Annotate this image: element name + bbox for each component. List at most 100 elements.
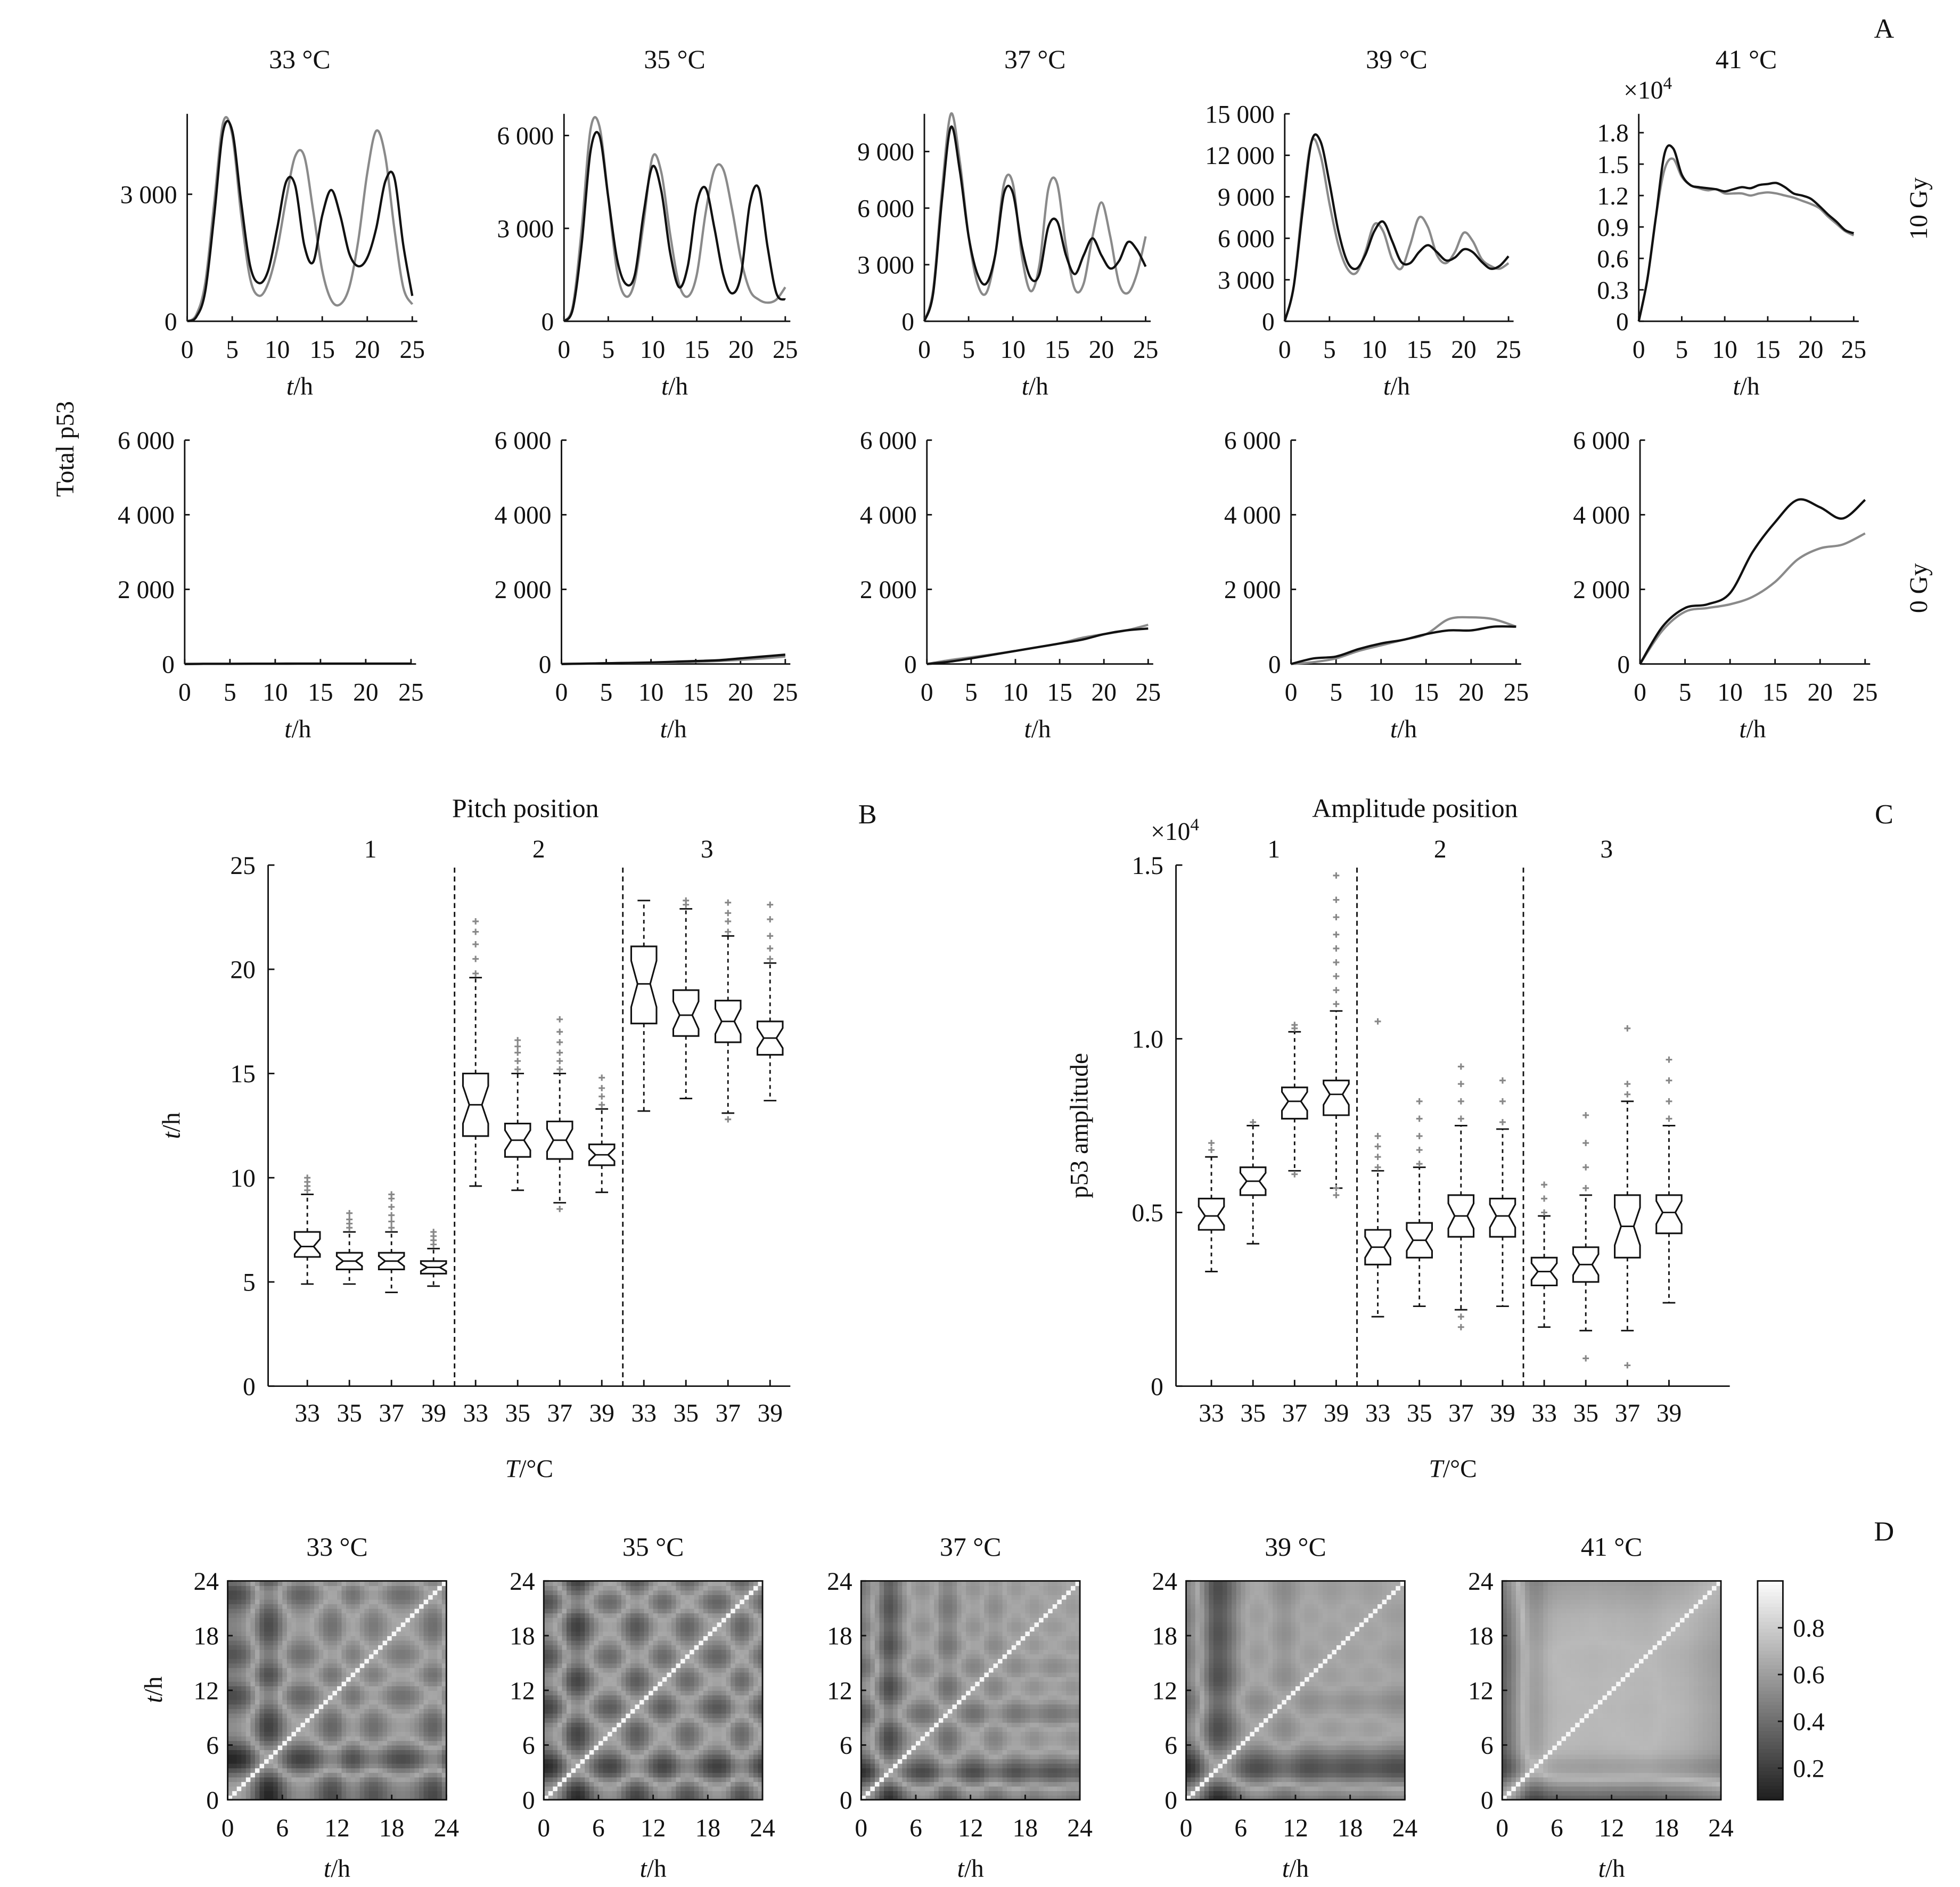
heatmap-cell <box>259 1585 265 1591</box>
heatmap-cell <box>649 1585 654 1591</box>
heatmap-cell <box>309 1695 315 1700</box>
heatmap-cell <box>649 1781 654 1787</box>
heatmap-cell <box>368 1750 374 1755</box>
heatmap-cell <box>286 1626 292 1632</box>
heatmap-cell <box>318 1585 324 1591</box>
heatmap-cell <box>726 1745 732 1750</box>
heatmap-cell <box>423 1745 429 1750</box>
heatmap-cell <box>726 1727 732 1732</box>
heatmap-cell <box>630 1585 636 1591</box>
heatmap-cell <box>562 1740 567 1746</box>
heatmap-cell <box>314 1604 319 1609</box>
heatmap-cell <box>567 1686 572 1691</box>
heatmap-cell <box>350 1713 356 1719</box>
heatmap-cell <box>441 1750 447 1755</box>
heatmap-cell <box>350 1740 356 1746</box>
heatmap-cell <box>309 1681 315 1687</box>
heatmap-cell <box>621 1608 627 1614</box>
heatmap-cell <box>441 1727 447 1732</box>
heatmap-cell <box>273 1626 278 1632</box>
heatmap-cell <box>649 1590 654 1595</box>
x-tick-label: 35 <box>673 1400 698 1427</box>
heatmap-cell <box>355 1681 360 1687</box>
heatmap-cell <box>589 1658 595 1664</box>
heatmap-cell <box>644 1768 650 1773</box>
heatmap-cell <box>314 1631 319 1636</box>
heatmap-cell <box>603 1585 609 1591</box>
heatmap-cell <box>567 1654 572 1659</box>
heatmap-cell <box>255 1736 260 1741</box>
heatmap-cell <box>264 1699 269 1705</box>
heatmap-cell <box>667 1622 672 1627</box>
heatmap-cell <box>364 1649 370 1655</box>
heatmap-cell <box>617 1718 622 1723</box>
heatmap-cell <box>236 1613 242 1618</box>
heatmap-cell <box>658 1695 663 1700</box>
heatmap-cell <box>731 1786 736 1791</box>
heatmap-cell <box>378 1631 383 1636</box>
heatmap-cell <box>585 1768 590 1773</box>
heatmap-cell <box>437 1695 442 1700</box>
heatmap-cell <box>364 1595 370 1600</box>
heatmap-cell <box>717 1649 722 1655</box>
heatmap-cell <box>400 1645 406 1650</box>
heatmap-cell <box>400 1613 406 1618</box>
heatmap-cell <box>608 1654 613 1659</box>
heatmap-cell <box>268 1731 274 1737</box>
heatmap-cell <box>423 1686 429 1691</box>
heatmap-cell <box>373 1736 379 1741</box>
heatmap-cell <box>296 1672 301 1678</box>
heatmap-cell <box>712 1604 718 1609</box>
heatmap-cell <box>612 1772 618 1778</box>
x-tick-label: 0 <box>1634 679 1646 707</box>
heatmap-cell <box>721 1604 727 1609</box>
heatmap-cell <box>699 1645 704 1650</box>
heatmap-cell <box>690 1786 695 1791</box>
heatmap-cell <box>259 1727 265 1732</box>
heatmap-cell <box>594 1750 599 1755</box>
heatmap-cell <box>405 1786 411 1791</box>
heatmap-cell <box>644 1608 650 1614</box>
x-label-unit: /°C <box>519 1456 553 1483</box>
heatmap-cell <box>562 1636 567 1641</box>
heatmap-cell <box>364 1581 370 1586</box>
heatmap-cell <box>585 1658 590 1664</box>
heatmap-cell <box>241 1595 247 1600</box>
heatmap-cell <box>350 1631 356 1636</box>
heatmap-cell <box>585 1595 590 1600</box>
y-tick-label: 6 000 <box>1218 225 1275 253</box>
heatmap-cell <box>635 1740 640 1746</box>
heatmap-cell <box>346 1695 351 1700</box>
heatmap-cell <box>378 1608 383 1614</box>
heatmap-cell <box>227 1695 233 1700</box>
heatmap-cell <box>250 1631 256 1636</box>
heatmap-cell <box>589 1704 595 1709</box>
heatmap-cell <box>245 1585 251 1591</box>
heatmap-cell <box>355 1585 360 1591</box>
heatmap-cell <box>273 1795 278 1801</box>
x-tick-label: 20 <box>1091 679 1116 707</box>
heatmap-title: 33 °C <box>306 1532 368 1562</box>
heatmap-cell <box>245 1754 251 1760</box>
heatmap-cell <box>378 1745 383 1750</box>
heatmap-cell <box>567 1699 572 1705</box>
heatmap-cell <box>432 1631 438 1636</box>
heatmap-cell <box>286 1768 292 1773</box>
heatmap-cell <box>676 1599 681 1605</box>
heatmap-cell <box>662 1777 668 1782</box>
heatmap-cell <box>699 1658 704 1664</box>
heatmap-cell <box>576 1727 581 1732</box>
heatmap-cell <box>694 1677 700 1682</box>
heatmap-cell <box>580 1695 586 1700</box>
heatmap-cell <box>557 1613 563 1618</box>
heatmap-cell <box>694 1722 700 1728</box>
heatmap-cell <box>255 1640 260 1646</box>
heatmap-cell <box>585 1617 590 1623</box>
heatmap-cell <box>318 1617 324 1623</box>
heatmap-cell <box>337 1713 342 1719</box>
heatmap-cell <box>630 1750 636 1755</box>
heatmap-cell <box>400 1681 406 1687</box>
heatmap-cell <box>708 1663 713 1668</box>
heatmap-cell <box>441 1686 447 1691</box>
heatmap-cell <box>227 1613 233 1618</box>
